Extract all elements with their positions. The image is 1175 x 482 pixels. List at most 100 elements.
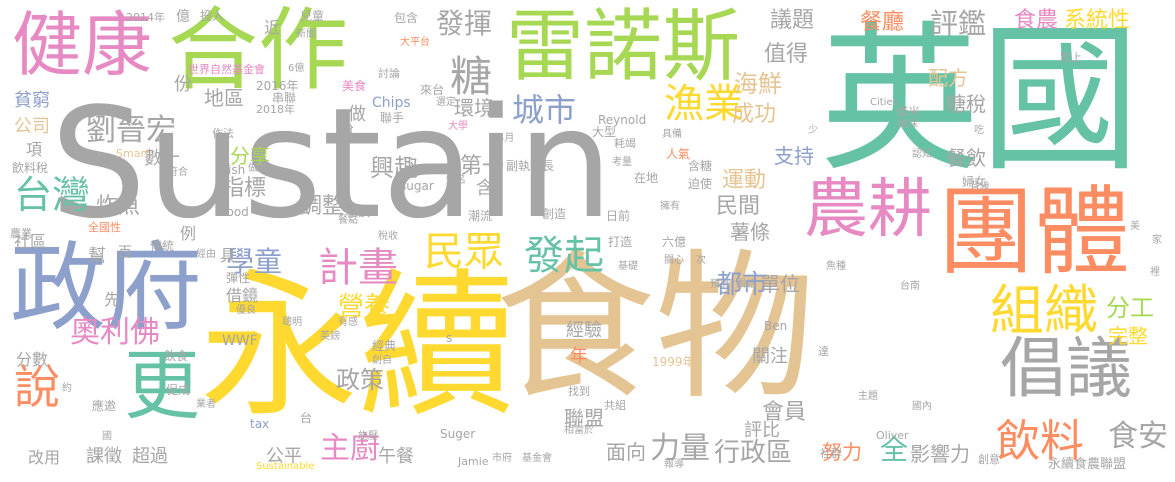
word: 創自 <box>372 355 392 366</box>
word: 報導 <box>664 459 684 470</box>
word: 傑米 <box>896 105 921 119</box>
word: Sustainable <box>256 461 315 472</box>
word: 應邀 <box>92 399 117 413</box>
word: tax <box>250 417 270 431</box>
word: 努力 <box>822 440 862 464</box>
word: 聰明 <box>282 317 302 328</box>
word: 百 <box>118 245 132 261</box>
word: 先 <box>104 290 121 309</box>
word: 國 <box>102 431 112 442</box>
word: 符合 <box>168 167 188 178</box>
word: 億 <box>176 9 190 25</box>
word: 共組 <box>604 399 626 412</box>
word: 調整 <box>300 194 345 219</box>
word: 討論 <box>378 67 400 80</box>
word: 稅收 <box>378 231 398 242</box>
word: 日前 <box>606 209 631 223</box>
word: 海鮮 <box>734 70 782 98</box>
word: 國內 <box>912 401 932 412</box>
word: 創造 <box>542 207 567 221</box>
word: Reynold <box>598 113 647 127</box>
word: 創意 <box>978 453 1000 466</box>
word: 經驗 <box>566 320 602 341</box>
word: 支持 <box>774 144 814 168</box>
word: WWF <box>222 333 258 349</box>
word: 約 <box>62 383 72 394</box>
word: 評比 <box>744 420 780 441</box>
word: 稅 <box>336 122 354 143</box>
word: 做法 <box>248 163 268 174</box>
word: 民間 <box>716 194 761 219</box>
word: 飲食 <box>164 349 189 363</box>
word: 分數 <box>16 350 49 369</box>
word: 飲料稅 <box>12 161 49 175</box>
word: 包含 <box>394 11 419 25</box>
word: Suger <box>440 427 476 441</box>
word: 會員 <box>762 400 807 425</box>
word: 系統性 <box>1064 8 1131 33</box>
word: 家 <box>1152 235 1162 246</box>
word: Oliver <box>876 429 909 442</box>
word: 秘訣 <box>346 205 371 219</box>
word: 社區 <box>14 232 47 251</box>
word: 打造 <box>608 235 633 249</box>
word: 1999年 <box>652 355 695 369</box>
word: 跟上 <box>1060 51 1082 64</box>
word: Cities <box>870 97 898 108</box>
word: 英國 <box>820 6 1141 193</box>
word: 潮流 <box>468 209 493 223</box>
word: 4月 <box>498 133 515 144</box>
word: 迫使 <box>688 177 713 191</box>
word: 項 <box>26 140 43 159</box>
word: Smart <box>116 147 150 160</box>
word: 主題 <box>858 391 878 402</box>
word: 例 <box>180 224 197 243</box>
word: Chips <box>372 95 411 111</box>
word: 飲料 <box>996 416 1084 467</box>
word: 次 <box>696 255 706 266</box>
word: 健康 <box>12 4 152 86</box>
word: 團結 <box>736 279 756 290</box>
word: 有感 <box>338 317 358 328</box>
word: 餐廳 <box>860 10 905 35</box>
word: 2016年 <box>256 79 299 93</box>
word: 台南 <box>900 281 920 292</box>
word: 背後 <box>970 181 990 192</box>
word: 婦女 <box>962 175 987 189</box>
word: 具 <box>220 246 237 265</box>
word: 課徵 <box>86 446 122 467</box>
word: 運動 <box>722 168 767 193</box>
word: 大型 <box>592 125 617 139</box>
word: 業者 <box>196 399 216 410</box>
word: 投入 <box>200 9 225 23</box>
word: 近 <box>264 18 281 37</box>
word: 6億 <box>288 63 305 74</box>
word: 營養 <box>338 292 391 322</box>
word: 城市 <box>512 91 577 129</box>
word: 關注 <box>752 346 788 367</box>
word: 更 <box>124 341 200 430</box>
word: 大學 <box>448 121 468 132</box>
word: 社群 <box>820 447 842 460</box>
word: 公司 <box>14 116 50 137</box>
word: 聯手 <box>380 111 405 125</box>
word: 說 <box>14 360 60 414</box>
word: 農耕 <box>804 173 932 247</box>
word: 劉晉宏 <box>86 113 176 148</box>
word: s <box>446 331 453 345</box>
word: 第一 <box>460 154 505 179</box>
word: 裡 <box>1150 267 1160 278</box>
word: 民眾 <box>424 229 504 275</box>
word: 地區 <box>204 86 244 110</box>
word: 單位 <box>760 272 800 296</box>
word: 2018年 <box>256 103 295 116</box>
word: 副執行長 <box>506 159 555 173</box>
word: 美食 <box>342 79 367 93</box>
word: 動保 <box>898 119 918 130</box>
word: 午餐 <box>378 446 414 467</box>
word: 全 <box>880 433 909 466</box>
word: 發揮 <box>436 7 493 40</box>
word: 傳統 <box>150 239 175 253</box>
word: 餐飲 <box>946 146 986 170</box>
